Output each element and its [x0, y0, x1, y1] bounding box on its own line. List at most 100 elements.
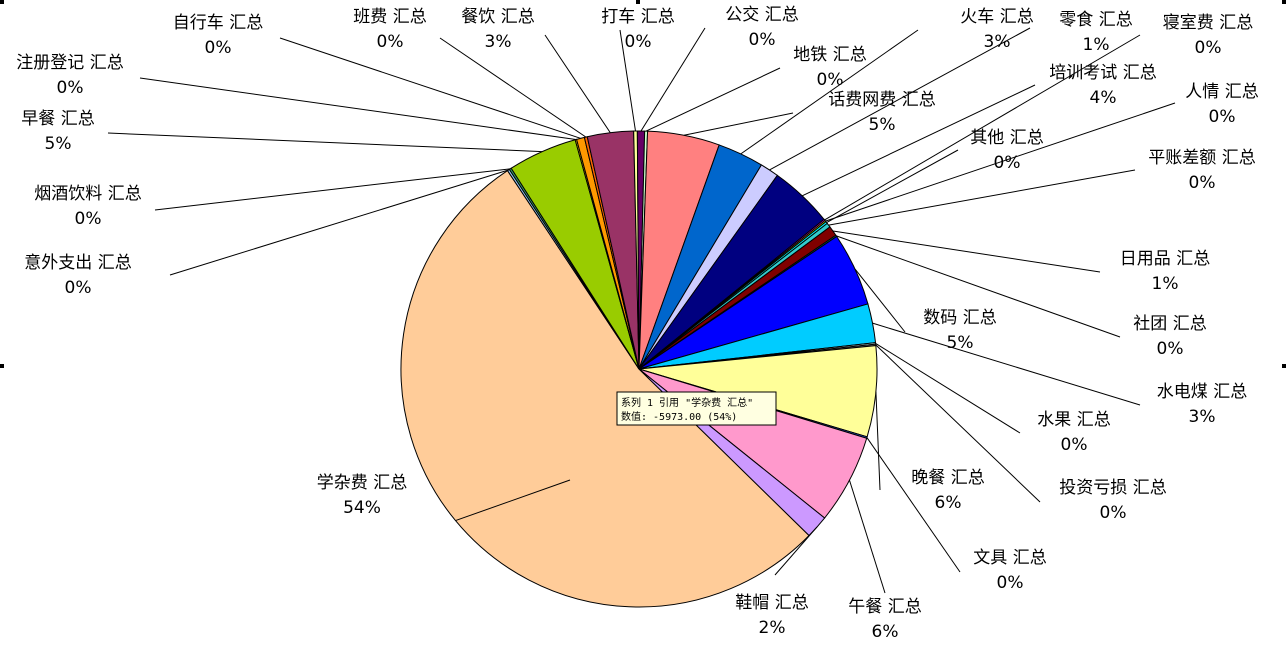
slice-percent-label: 0% — [377, 32, 404, 52]
slice-percent-label: 0% — [57, 78, 84, 98]
leader-line — [802, 84, 1036, 197]
leader-line — [640, 27, 706, 132]
slice-percent-label: 2% — [759, 618, 786, 638]
slice-percent-label: 0% — [1189, 173, 1216, 193]
leader-line — [854, 268, 906, 333]
slice-percent-label: 1% — [1083, 35, 1110, 55]
leader-line — [872, 322, 1141, 406]
leader-line — [455, 479, 571, 522]
slice-percent-label: 6% — [872, 622, 899, 642]
slice-category-label: 日用品 汇总 — [1120, 249, 1210, 269]
slice-category-label: 学杂费 汇总 — [317, 473, 407, 493]
slice-percent-label: 0% — [1209, 107, 1236, 127]
leader-line — [439, 37, 587, 138]
leader-line — [169, 169, 509, 276]
slice-category-label: 平账差额 汇总 — [1148, 148, 1255, 168]
selection-handle[interactable] — [0, 364, 4, 368]
tooltip-box — [616, 391, 777, 426]
slice-labels: 学杂费 汇总 54% 意外支出 汇总 0% 烟酒饮料 汇总 0% 早餐 汇总 5% 注册登记 汇… — [16, 5, 1258, 642]
leader-line — [683, 112, 794, 136]
data-tooltip: 系列 1 引用 "学杂费 汇总" 数值: -5973.00 (54%) — [616, 391, 777, 426]
slice-percent-label: 4% — [1090, 88, 1117, 108]
slice-category-label: 烟酒饮料 汇总 — [34, 184, 141, 204]
slice-percent-label: 0% — [994, 153, 1021, 173]
slice-category-label: 水果 汇总 — [1037, 410, 1110, 430]
leader-line — [740, 29, 919, 155]
slice-category-label: 自行车 汇总 — [173, 13, 263, 33]
slice-category-label: 注册登记 汇总 — [16, 53, 123, 73]
leader-line — [832, 230, 1101, 273]
slice-percent-label: 0% — [817, 70, 844, 90]
leader-lines — [107, 27, 1176, 594]
selection-handle[interactable] — [0, 0, 4, 4]
leader-line — [826, 149, 959, 223]
slice-percent-label: 3% — [984, 32, 1011, 52]
slice-percent-label: 5% — [947, 333, 974, 353]
slice-percent-label: 6% — [935, 493, 962, 513]
slice-category-label: 水电煤 汇总 — [1157, 382, 1247, 402]
leader-line — [774, 526, 818, 576]
slice-category-label: 培训考试 汇总 — [1049, 63, 1156, 83]
pie-slices — [400, 130, 878, 608]
slice-category-label: 寝室费 汇总 — [1163, 12, 1253, 33]
slice-percent-label: 0% — [205, 38, 232, 58]
slice-percent-label: 0% — [1100, 503, 1127, 523]
slice-category-label: 意外支出 汇总 — [24, 253, 131, 273]
slice-category-label: 公交 汇总 — [725, 5, 798, 25]
leader-line — [769, 27, 1031, 171]
slice-category-label: 鞋帽 汇总 — [735, 593, 808, 613]
slice-category-label: 打车 汇总 — [601, 7, 674, 27]
leader-line — [866, 437, 961, 573]
slice-category-label: 班费 汇总 — [353, 7, 426, 27]
slice-percent-label: 1% — [1152, 274, 1179, 294]
leader-line — [875, 342, 1021, 434]
slice-category-label: 午餐 汇总 — [848, 597, 921, 617]
leader-line — [828, 169, 1136, 226]
slice-percent-label: 54% — [343, 498, 381, 518]
leader-line — [139, 77, 576, 141]
selection-handles[interactable] — [0, 0, 1286, 368]
leader-line — [836, 235, 1121, 338]
slice-category-label: 文具 汇总 — [973, 548, 1046, 568]
tooltip-line-2: 数值: -5973.00 (54%) — [621, 410, 737, 423]
slice-category-label: 零食 汇总 — [1059, 10, 1132, 30]
slice-percent-label: 0% — [1195, 38, 1222, 58]
slice-percent-label: 5% — [45, 134, 72, 154]
slice-category-label: 社团 汇总 — [1133, 314, 1206, 334]
slice-percent-label: 5% — [869, 115, 896, 135]
selection-handle[interactable] — [1282, 364, 1286, 368]
slice-percent-label: 3% — [1189, 407, 1216, 427]
slice-percent-label: 0% — [75, 209, 102, 229]
slice-category-label: 数码 汇总 — [923, 308, 996, 328]
leader-line — [107, 132, 543, 153]
slice-category-label: 其他 汇总 — [970, 128, 1043, 148]
slice-category-label: 话费网费 汇总 — [828, 90, 935, 110]
leader-line — [544, 34, 611, 134]
slice-percent-label: 0% — [997, 573, 1024, 593]
slice-percent-label: 3% — [485, 32, 512, 52]
leader-line — [645, 67, 781, 132]
slice-category-label: 地铁 汇总 — [793, 45, 866, 65]
slice-category-label: 晚餐 汇总 — [911, 468, 984, 488]
slice-percent-label: 0% — [65, 278, 92, 298]
tooltip-line-1: 系列 1 引用 "学杂费 汇总" — [621, 396, 753, 409]
slice-percent-label: 0% — [1157, 339, 1184, 359]
selection-handle[interactable] — [636, 0, 640, 4]
slice-category-label: 火车 汇总 — [960, 7, 1033, 27]
slice-category-label: 餐饮 汇总 — [461, 7, 534, 27]
selection-handle[interactable] — [1282, 0, 1286, 4]
leader-line — [824, 34, 1141, 221]
slice-percent-label: 0% — [1061, 435, 1088, 455]
slice-category-label: 早餐 汇总 — [21, 109, 94, 129]
leader-line — [279, 37, 581, 139]
slice-category-label: 人情 汇总 — [1185, 82, 1258, 102]
slice-category-label: 投资亏损 汇总 — [1059, 478, 1166, 498]
slice-percent-label: 0% — [749, 30, 776, 50]
leader-line — [875, 391, 881, 491]
leader-line — [825, 102, 1176, 222]
leader-line — [875, 344, 1041, 503]
slice-percent-label: 0% — [625, 32, 652, 52]
leader-line — [619, 29, 636, 132]
